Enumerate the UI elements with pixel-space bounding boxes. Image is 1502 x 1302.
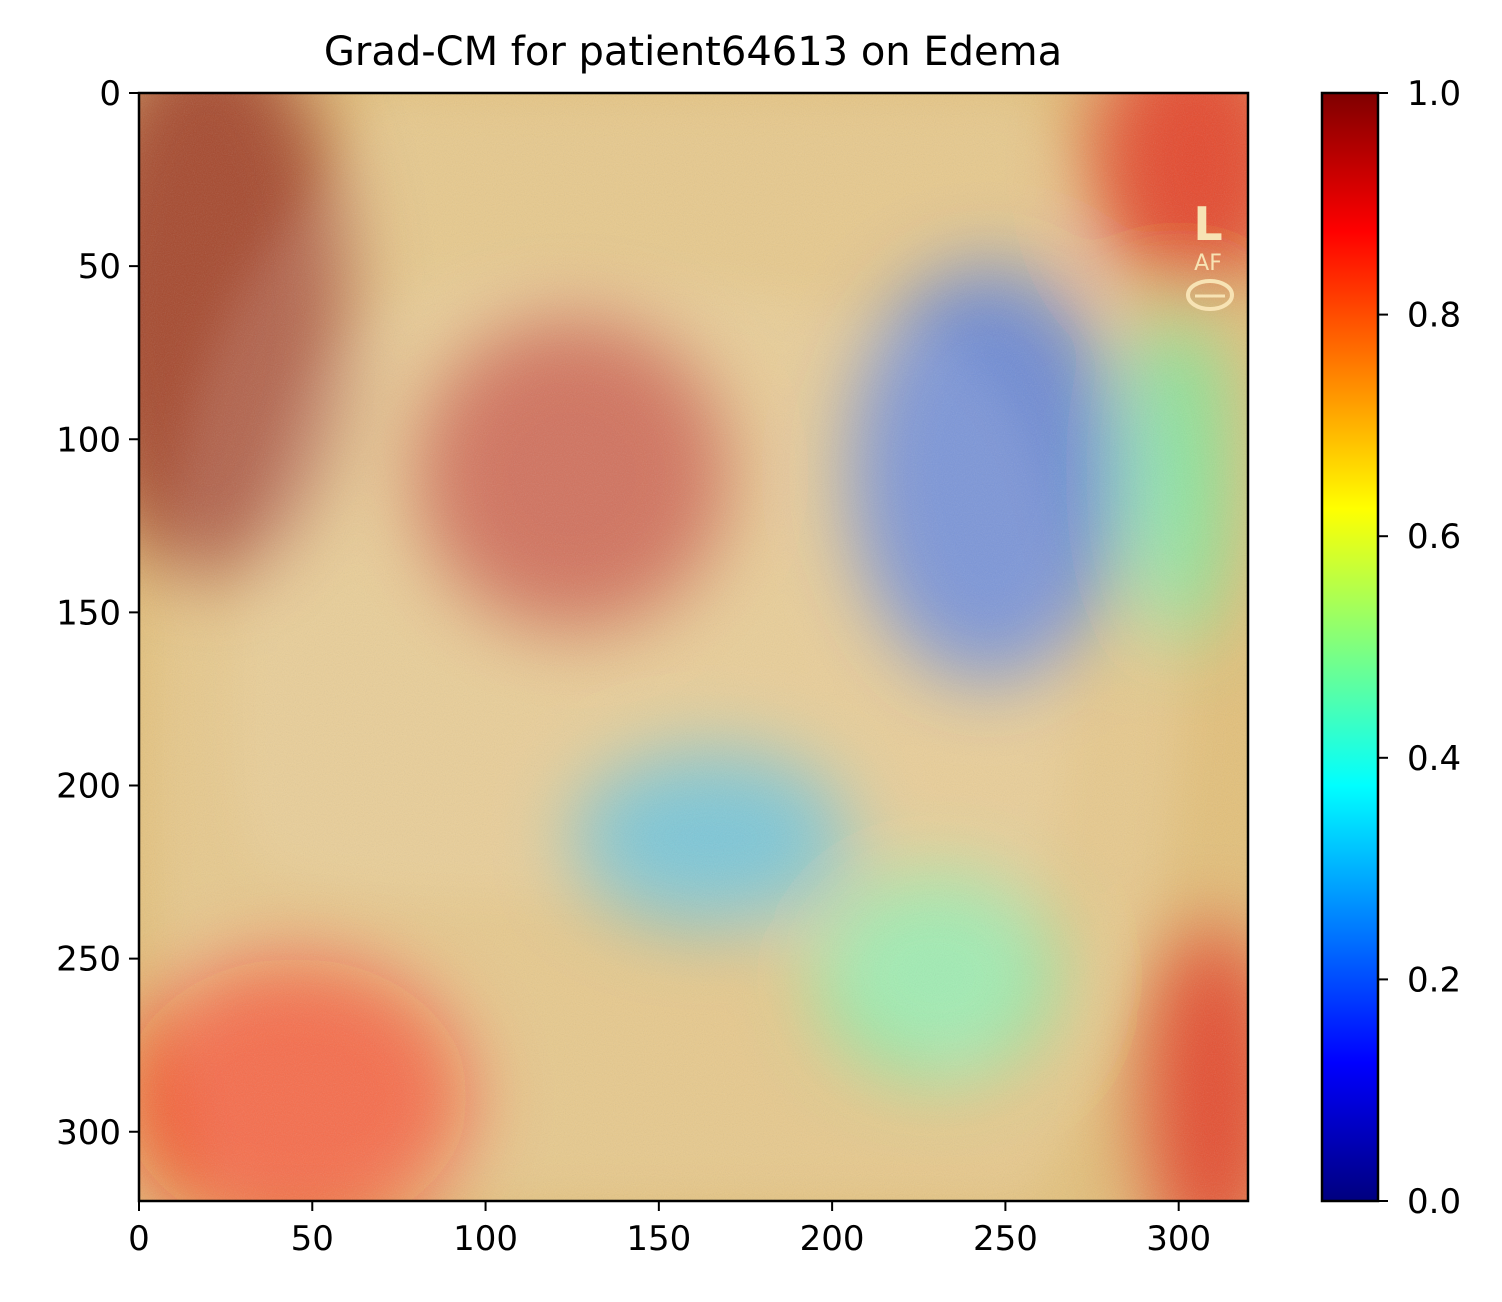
xray-marker-letter: L	[1193, 197, 1222, 251]
colorbar-tick-label: 0.2	[1407, 960, 1461, 1000]
colorbar-ticks: 0.0 0.2 0.4 0.6 0.8 1.0	[1378, 74, 1461, 1222]
colorbar-tick-label: 0.0	[1407, 1182, 1461, 1222]
colorbar-tick-label: 0.8	[1407, 296, 1461, 336]
xray-marker: L AF	[1186, 197, 1234, 311]
xray-grain	[139, 93, 1248, 1201]
y-tick-label: 150	[56, 593, 121, 633]
x-tick-label: 50	[291, 1219, 334, 1259]
x-tick-label: 0	[128, 1219, 150, 1259]
x-axis: 0 50 100 150 200 250 300	[128, 1201, 1211, 1259]
xray-marker-ring	[1186, 279, 1234, 311]
x-tick-label: 150	[626, 1219, 691, 1259]
y-tick-label: 0	[99, 74, 121, 114]
y-axis: 0 50 100 150 200 250 300	[56, 74, 139, 1153]
plot-area: L AF	[139, 93, 1248, 1201]
y-tick-label: 100	[56, 420, 121, 460]
y-tick-label: 50	[78, 247, 121, 287]
colorbar: 0.0 0.2 0.4 0.6 0.8 1.0	[1320, 74, 1461, 1222]
x-tick-label: 250	[973, 1219, 1038, 1259]
y-tick-label: 250	[56, 940, 121, 980]
colorbar-strip	[1320, 91, 1380, 1203]
xray-marker-code: AF	[1194, 251, 1222, 276]
colorbar-tick-label: 0.4	[1407, 739, 1461, 779]
x-tick-label: 100	[453, 1219, 518, 1259]
x-tick-label: 300	[1146, 1219, 1211, 1259]
y-tick-label: 200	[56, 767, 121, 807]
chart-title: Grad-CM for patient64613 on Edema	[324, 29, 1062, 75]
plot-frame	[137, 91, 1250, 1203]
colorbar-tick-label: 0.6	[1407, 517, 1461, 557]
colorbar-tick-label: 1.0	[1407, 74, 1461, 114]
x-tick-label: 200	[800, 1219, 865, 1259]
y-tick-label: 300	[56, 1113, 121, 1153]
